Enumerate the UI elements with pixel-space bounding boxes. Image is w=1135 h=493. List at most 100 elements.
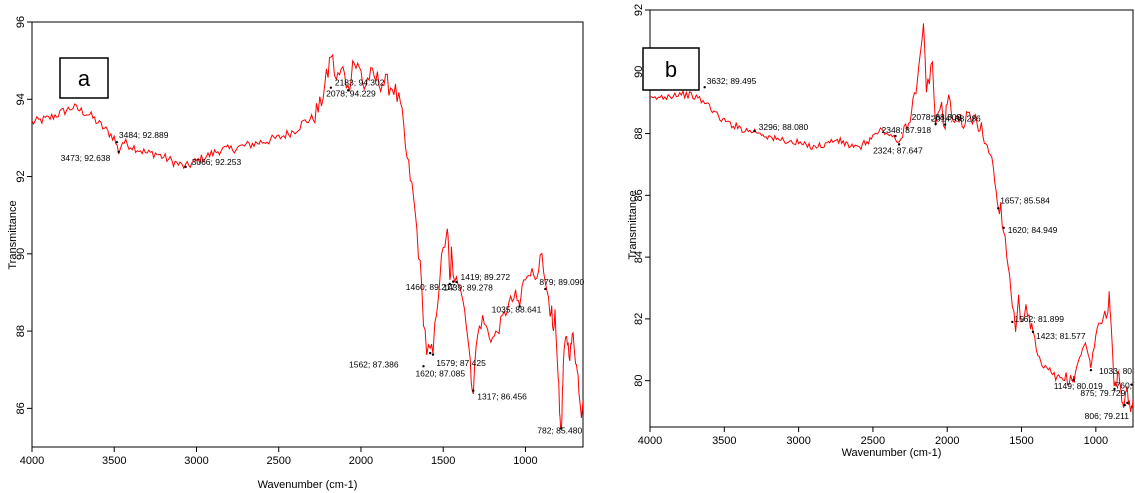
x-tick-label: 3500 [712, 435, 736, 447]
x-tick-label: 2500 [861, 435, 885, 447]
peak-annotation: 1579; 87.425 [436, 358, 486, 368]
peak-annotation: 2183; 94.302 [335, 78, 385, 88]
y-tick-label: 84 [633, 251, 645, 263]
peak-marker [753, 129, 756, 133]
peak-annotation: 2348; 87.918 [882, 125, 932, 135]
peak-annotation: 1620; 84.949 [1008, 225, 1058, 235]
x-axis-label: Wavenumber (cm-1) [842, 447, 942, 459]
y-tick-label: 88 [633, 127, 645, 139]
peak-annotation: 1035; 88.641 [492, 304, 542, 314]
x-tick-label: 2000 [935, 435, 959, 447]
x-tick-label: 1500 [431, 455, 455, 467]
chart-panel-b: 4000 3500 3000 2500 2000 1500 1000 80 82 84 86 88 90… [627, 4, 1135, 459]
peak-marker [997, 207, 1000, 210]
peak-marker [943, 123, 947, 126]
x-tick-label: 3500 [102, 455, 126, 467]
peak-marker [1130, 383, 1133, 386]
peak-annotation: 1317; 86.456 [477, 392, 527, 402]
peak-annotation: 3484; 92.889 [119, 130, 169, 140]
peak-annotation: 1419; 89.272 [461, 272, 511, 282]
peak-marker [472, 389, 475, 392]
y-tick-label: 90 [633, 66, 645, 78]
x-tick-label: 4000 [638, 435, 662, 447]
peak-marker [1002, 226, 1005, 229]
x-axis-label: Wavenumber (cm-1) [258, 479, 358, 491]
peak-annotation: 3296; 88.080 [759, 122, 809, 132]
peak-annotation: 1423; 81.577 [1036, 331, 1086, 341]
peak-marker [184, 165, 187, 169]
x-tick-label: 1000 [513, 455, 537, 467]
peak-marker [518, 305, 521, 308]
peak-annotation: 1657; 85.584 [1000, 195, 1050, 205]
peak-annotation: 3473; 92.638 [61, 153, 111, 163]
peak-marker [429, 351, 432, 355]
panel-label-box [642, 47, 700, 91]
peak-annotation: 806; 79.211 [1085, 411, 1130, 421]
y-tick-label: 92 [633, 4, 645, 16]
peak-marker [1126, 401, 1129, 405]
peak-annotation: 1149; 80.019 [1054, 381, 1103, 391]
peak-annotation: 2078; 88.309 [912, 112, 962, 122]
panel-label: a [78, 66, 91, 91]
peak-annotation: 3066; 92.253 [192, 157, 242, 167]
y-axis-label: Transmittance [7, 200, 19, 269]
peak-marker [1011, 320, 1014, 324]
y-axis-label: Transmittance [627, 190, 639, 259]
y-tick-label: 88 [15, 325, 27, 337]
peak-marker [422, 365, 425, 368]
peak-annotation: 1439; 89.278 [443, 283, 493, 293]
peak-marker [1089, 368, 1093, 372]
peak-marker [560, 427, 563, 430]
peak-annotation: 782; 85.480 [537, 425, 582, 435]
peak-annotation: 1033; 80.343 [1099, 366, 1135, 376]
x-tick-label: 4000 [20, 455, 44, 467]
peak-marker [115, 140, 119, 144]
peak-marker [703, 86, 706, 89]
x-tick-label: 2500 [266, 455, 290, 467]
peak-annotation: 1620; 87.085 [415, 368, 465, 378]
x-tick-label: 1000 [1084, 435, 1108, 447]
y-tick-label: 96 [15, 16, 27, 28]
peak-annotation: 760; 79.873 [1116, 381, 1135, 391]
peak-marker [897, 143, 901, 146]
peak-marker [1072, 378, 1075, 382]
peak-annotation: 2078; 94.229 [326, 88, 376, 98]
x-tick-label: 1500 [1009, 435, 1033, 447]
peak-annotation: 875; 79.729 [1080, 388, 1125, 398]
x-tick-label: 2000 [349, 455, 373, 467]
peak-annotation: 2324; 87.647 [873, 145, 923, 155]
chart-panel-a: 4000 3500 3000 2500 2000 1500 1000 86 88 90 92 94 96… [7, 16, 585, 491]
y-tick-label: 92 [15, 170, 27, 182]
plot-frame [649, 9, 1134, 428]
peak-marker [117, 150, 120, 154]
peak-marker [452, 280, 455, 283]
y-tick-label: 82 [633, 313, 645, 325]
peak-annotation: 3632; 89.495 [707, 76, 757, 86]
x-tick-label: 3000 [786, 435, 810, 447]
peak-marker [329, 86, 333, 89]
peak-marker [894, 134, 897, 138]
panel-label: b [665, 57, 677, 82]
y-tick-label: 86 [15, 402, 27, 414]
peak-annotation: 879; 89.090 [539, 277, 584, 287]
peak-annotation: 1562; 87.386 [349, 360, 399, 370]
peak-annotation: 1562; 81.899 [1014, 314, 1064, 324]
peak-marker [1113, 387, 1116, 391]
peak-marker [431, 353, 435, 356]
peak-marker [455, 280, 458, 284]
spectrum-line-a [32, 53, 583, 430]
y-tick-label: 86 [633, 189, 645, 201]
peak-marker [346, 89, 350, 92]
y-tick-label: 94 [15, 93, 27, 105]
plot-frame [31, 21, 584, 448]
peak-marker [1031, 330, 1035, 334]
y-tick-label: 80 [633, 375, 645, 387]
peak-marker [448, 282, 451, 286]
spectrum-line-b [650, 23, 1133, 412]
peak-marker [544, 287, 547, 291]
peak-marker [1123, 403, 1126, 407]
peak-annotation: 2014; 88.286 [931, 114, 981, 124]
x-tick-label: 3000 [184, 455, 208, 467]
panel-label-box [59, 57, 109, 99]
